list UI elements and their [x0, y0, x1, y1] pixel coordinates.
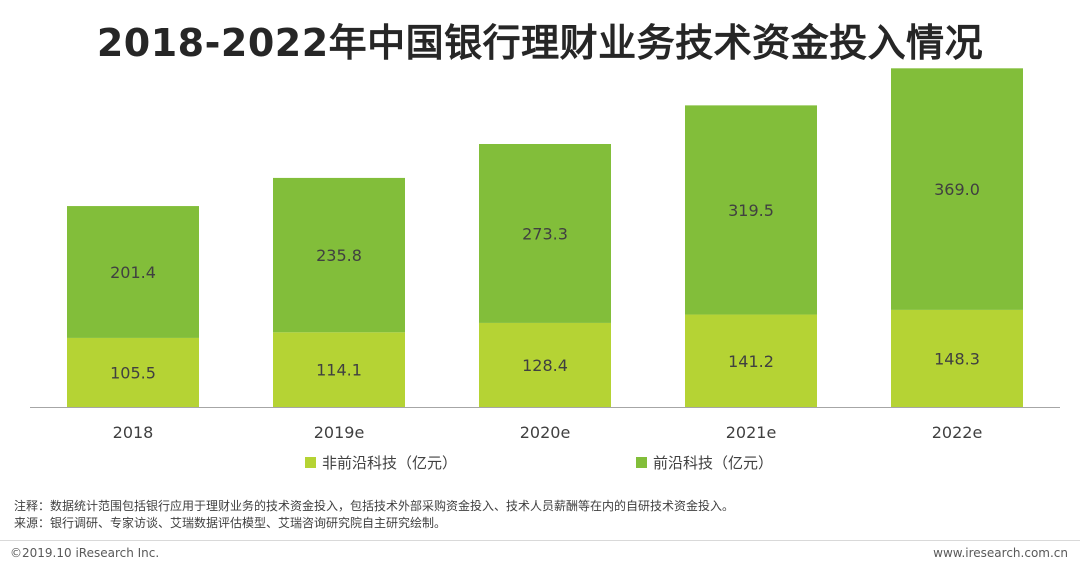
source-text: 来源：银行调研、专家访谈、艾瑞数据评估模型、艾瑞咨询研究院自主研究绘制。	[14, 516, 447, 530]
chart-title: 2018-2022年中国银行理财业务技术资金投入情况	[96, 21, 984, 65]
legend-item-frontier: 前沿科技（亿元）	[636, 452, 773, 473]
bar-non-frontier-2020e	[479, 322, 611, 407]
value-label-non-frontier-2019e: 114.1	[316, 361, 362, 380]
note-text: 注释：数据统计范围包括银行应用于理财业务的技术资金投入，包括技术外部采购资金投入…	[14, 499, 735, 513]
value-label-frontier-2019e: 235.8	[316, 246, 362, 265]
value-label-non-frontier-2020e: 128.4	[522, 356, 568, 375]
bar-frontier-2020e	[479, 144, 611, 323]
value-label-non-frontier-2018: 105.5	[110, 363, 156, 382]
legend-swatch-frontier	[636, 457, 647, 468]
bar-frontier-2018	[67, 206, 199, 338]
bar-non-frontier-2021e	[685, 314, 817, 407]
bar-frontier-2019e	[273, 177, 405, 333]
copyright-text: ©2019.10 iResearch Inc.	[10, 546, 160, 560]
value-label-non-frontier-2022e: 148.3	[934, 349, 980, 368]
value-label-non-frontier-2021e: 141.2	[728, 352, 774, 371]
legend-item-non-frontier: 非前沿科技（亿元）	[305, 452, 457, 473]
x-tick-label-2018: 2018	[113, 423, 154, 442]
stacked-bar-chart: 105.5 201.4 2018 114.1 235.8 2019e 128.4 273.3 2…	[30, 68, 1060, 442]
x-tick-label-2022e: 2022e	[932, 423, 983, 442]
legend-swatch-non-frontier	[305, 457, 316, 468]
x-tick-label-2019e: 2019e	[314, 423, 365, 442]
legend-label-non-frontier: 非前沿科技（亿元）	[322, 454, 458, 472]
value-label-frontier-2020e: 273.3	[522, 224, 568, 243]
x-tick-label-2020e: 2020e	[520, 423, 571, 442]
notes: 注释：数据统计范围包括银行应用于理财业务的技术资金投入，包括技术外部采购资金投入…	[14, 498, 734, 532]
legend: 非前沿科技（亿元） 前沿科技（亿元）	[0, 452, 1080, 476]
bar-frontier-2022e	[891, 68, 1023, 310]
x-tick-label-2021e: 2021e	[726, 423, 777, 442]
bar-non-frontier-2022e	[891, 309, 1023, 407]
footer-divider	[0, 540, 1080, 541]
bar-frontier-2021e	[685, 105, 817, 315]
legend-label-frontier: 前沿科技（亿元）	[653, 454, 774, 472]
bar-non-frontier-2019e	[273, 332, 405, 407]
website-link[interactable]: www.iresearch.com.cn	[933, 546, 1068, 560]
value-label-frontier-2021e: 319.5	[728, 201, 774, 220]
bar-non-frontier-2018	[67, 337, 199, 407]
value-label-frontier-2018: 201.4	[110, 263, 156, 282]
value-label-frontier-2022e: 369.0	[934, 180, 980, 199]
